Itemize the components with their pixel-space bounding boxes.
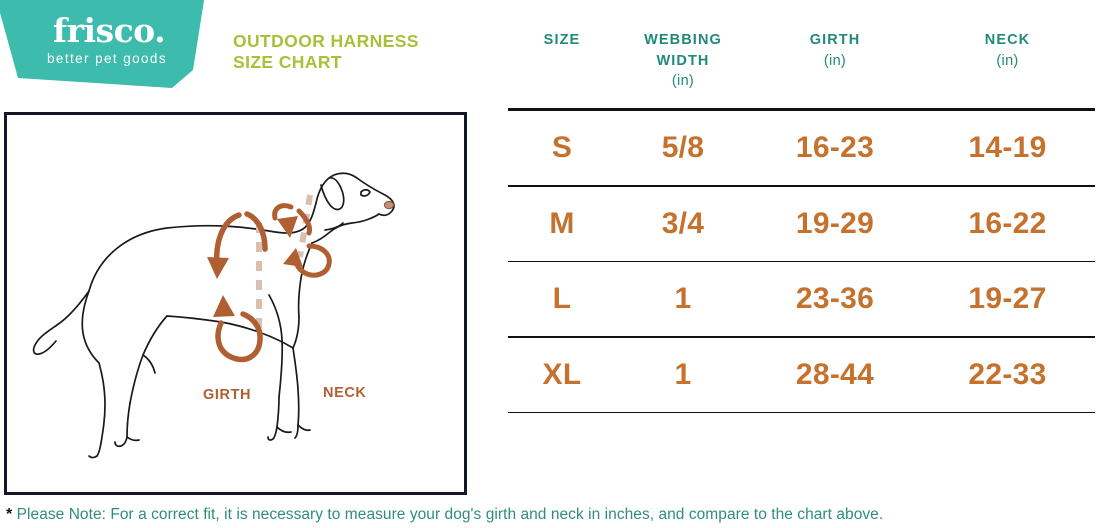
dog-nose-icon	[383, 200, 395, 210]
column-header-girth: GIRTH (in)	[750, 30, 920, 71]
page-title: OUTDOOR HARNESS SIZE CHART	[233, 31, 483, 74]
cell-girth: 23-36	[795, 282, 875, 316]
cell-girth: 16-23	[795, 131, 875, 164]
table-row: S 5/8 16-23 14-19	[508, 111, 1095, 185]
column-header-neck-label: NECK	[984, 32, 1031, 48]
column-header-webbing-unit: (in)	[671, 73, 695, 90]
column-header-webbing-width: WEBBING WIDTH (in)	[616, 30, 750, 92]
column-header-neck: NECK (in)	[920, 30, 1095, 71]
table-rule-top	[508, 108, 1095, 111]
column-header-girth-unit: (in)	[823, 52, 847, 69]
cell-neck: 22-33	[968, 357, 1047, 391]
cell-webbing: 5/8	[661, 131, 705, 164]
footnote: * Please Note: For a correct fit, it is …	[6, 506, 1101, 524]
logo-banner-shape	[0, 0, 205, 88]
cell-size: M	[549, 206, 575, 240]
column-header-webbing-line2: WIDTH	[656, 52, 710, 69]
cell-webbing: 1	[674, 282, 692, 316]
table-row: M 3/4 19-29 16-22	[508, 187, 1095, 261]
cell-girth: 28-44	[795, 357, 875, 391]
column-header-webbing-line1: WEBBING	[644, 32, 722, 48]
girth-arrow-down-head	[207, 257, 229, 279]
table-rule-2	[508, 260, 1095, 263]
column-header-size: SIZE	[508, 30, 616, 51]
cell-webbing: 1	[674, 357, 692, 391]
column-header-girth-label: GIRTH	[809, 32, 861, 48]
frisco-logo: frisco. better pet goods	[0, 0, 210, 92]
cell-neck: 14-19	[968, 131, 1047, 164]
table-rule-bottom	[508, 411, 1095, 414]
girth-arrow-up-head	[213, 295, 235, 317]
page-title-line2: SIZE CHART	[233, 52, 342, 73]
table-rule-3	[508, 336, 1095, 338]
neck-label: NECK	[323, 385, 367, 401]
cell-webbing: 3/4	[661, 206, 705, 240]
page-title-line1: OUTDOOR HARNESS	[233, 31, 419, 51]
column-header-neck-unit: (in)	[996, 52, 1019, 69]
table-rule-1	[508, 185, 1095, 187]
cell-size: L	[552, 282, 572, 316]
footnote-asterisk: *	[6, 506, 13, 523]
cell-size: XL	[542, 357, 582, 391]
cell-girth: 19-29	[795, 206, 875, 240]
footnote-text: Please Note: For a correct fit, it is ne…	[16, 506, 884, 523]
girth-label: GIRTH	[203, 387, 252, 403]
dog-measurement-illustration	[32, 172, 395, 459]
illustration-panel: GIRTH NECK	[4, 112, 467, 495]
cell-neck: 19-27	[968, 282, 1047, 316]
size-chart-table: SIZE WEBBING WIDTH (in) GIRTH (in) NECK …	[508, 30, 1095, 414]
neck-arrow-down-head	[277, 216, 298, 238]
cell-size: S	[551, 131, 573, 164]
cell-neck: 16-22	[968, 206, 1047, 240]
table-row: XL 1 28-44 22-33	[508, 338, 1095, 412]
neck-arrow-up-head	[283, 248, 303, 267]
table-header-row: SIZE WEBBING WIDTH (in) GIRTH (in) NECK …	[508, 30, 1095, 108]
table-row: L 1 23-36 19-27	[508, 262, 1095, 336]
column-header-size-label: SIZE	[543, 32, 581, 48]
